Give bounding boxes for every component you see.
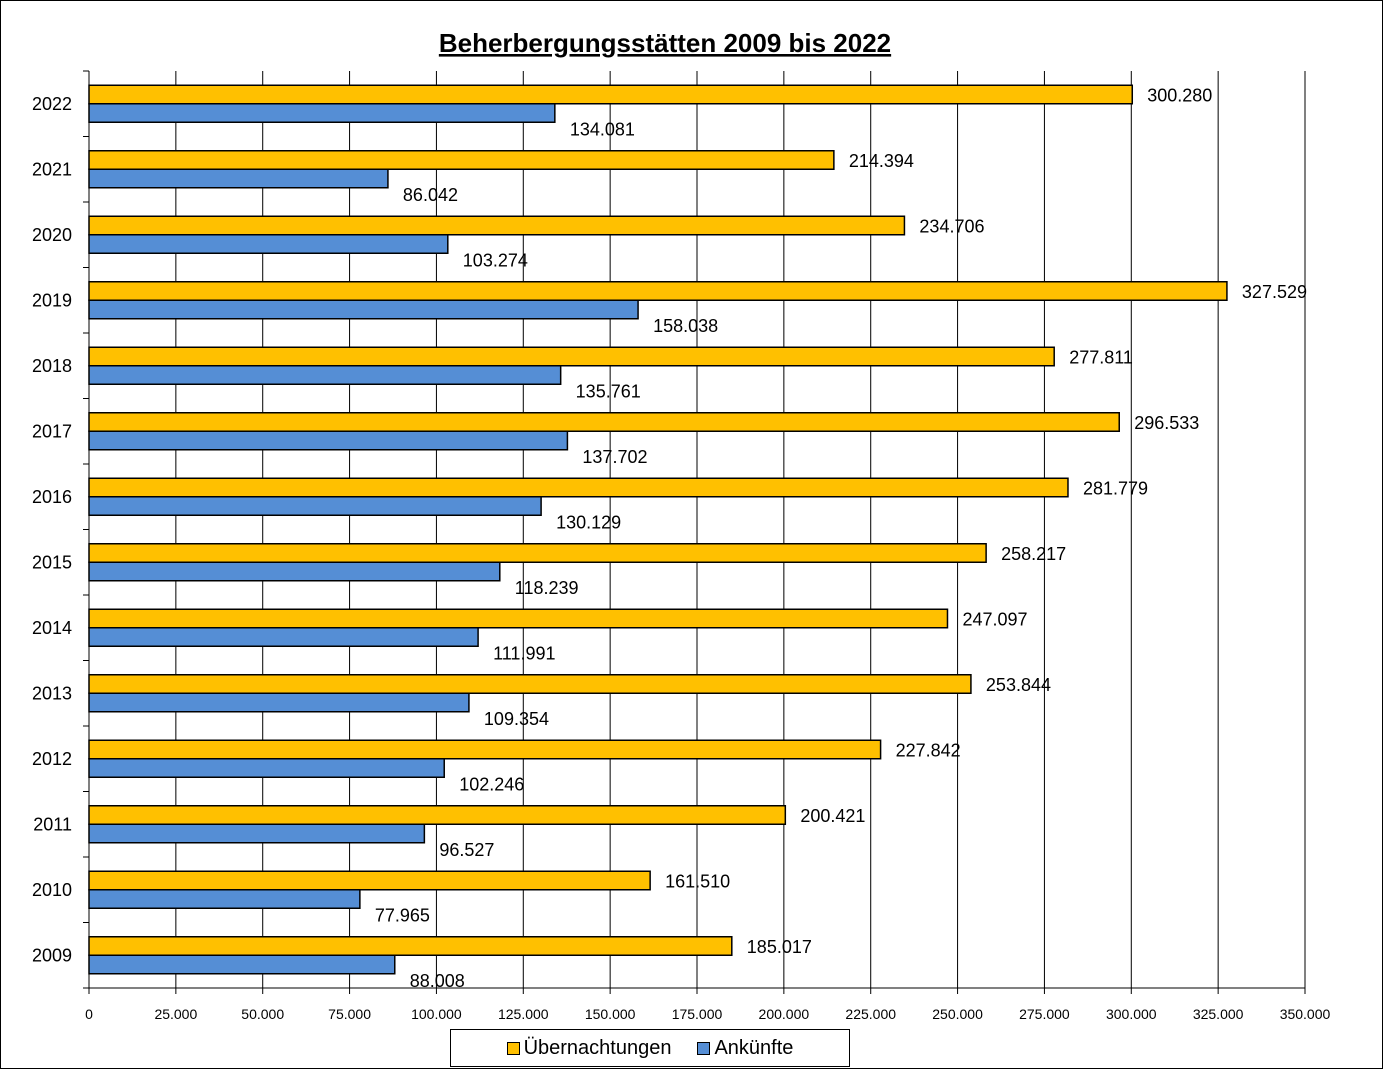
x-tick-label: 200.000 bbox=[759, 1006, 810, 1022]
y-category-label: 2012 bbox=[32, 749, 72, 769]
data-label-uebernachtungen: 277.811 bbox=[1069, 348, 1133, 368]
x-tick-label: 125.000 bbox=[498, 1006, 549, 1022]
bar-ankuenfte bbox=[88, 365, 562, 385]
data-label-ankuenfte: 158.038 bbox=[653, 316, 718, 336]
data-label-ankuenfte: 134.081 bbox=[570, 119, 635, 139]
data-label-ankuenfte: 86.042 bbox=[403, 185, 458, 205]
x-tick-label: 225.000 bbox=[845, 1006, 896, 1022]
bar-uebernachtungen bbox=[88, 870, 651, 891]
data-label-uebernachtungen: 296.533 bbox=[1134, 413, 1199, 433]
x-tick-label: 50.000 bbox=[241, 1006, 284, 1022]
data-label-ankuenfte: 109.354 bbox=[484, 709, 549, 729]
bar-uebernachtungen bbox=[88, 150, 835, 170]
bar-uebernachtungen bbox=[88, 412, 1120, 432]
bar-ankuenfte bbox=[88, 103, 556, 123]
data-label-uebernachtungen: 214.394 bbox=[849, 151, 914, 171]
y-category-label: 2018 bbox=[32, 356, 72, 376]
gridlines bbox=[175, 71, 1306, 988]
x-tick-label: 25.000 bbox=[154, 1006, 197, 1022]
data-label-ankuenfte: 103.274 bbox=[463, 250, 528, 270]
legend-item-ankuenfte: Ankünfte bbox=[697, 1037, 793, 1060]
x-tick-label: 300.000 bbox=[1106, 1006, 1157, 1022]
data-label-ankuenfte: 88.008 bbox=[410, 971, 465, 991]
bar-ankuenfte bbox=[88, 430, 569, 451]
y-category-label: 2020 bbox=[32, 225, 72, 245]
bar-ankuenfte bbox=[88, 692, 470, 713]
y-category-label: 2019 bbox=[32, 290, 72, 310]
y-category-label: 2022 bbox=[32, 94, 72, 114]
data-labels: 300.280 134.081 214.394 86.042 234.706 103.27… bbox=[375, 86, 1307, 991]
bar-ankuenfte bbox=[88, 627, 479, 647]
chart-title: Beherbergungsstätten 2009 bis 2022 bbox=[439, 28, 891, 58]
x-tick-label: 150.000 bbox=[585, 1006, 636, 1022]
legend: Übernachtungen Ankünfte bbox=[450, 1029, 850, 1067]
data-label-uebernachtungen: 247.097 bbox=[962, 610, 1027, 630]
data-label-uebernachtungen: 161.510 bbox=[665, 872, 730, 892]
data-label-uebernachtungen: 200.421 bbox=[800, 806, 865, 826]
bar-uebernachtungen bbox=[88, 543, 987, 563]
data-label-uebernachtungen: 281.779 bbox=[1083, 479, 1148, 499]
bar-ankuenfte bbox=[88, 496, 542, 516]
y-category-label: 2013 bbox=[32, 683, 72, 703]
y-category-label: 2021 bbox=[32, 159, 72, 179]
axes: 0 25.000 50.000 75.000 100.000 125.000 150.000… bbox=[32, 70, 1331, 1022]
x-tick-label: 325.000 bbox=[1193, 1006, 1244, 1022]
x-tick-label: 100.000 bbox=[411, 1006, 462, 1022]
data-label-ankuenfte: 135.761 bbox=[576, 381, 641, 401]
x-tick-label: 175.000 bbox=[672, 1006, 723, 1022]
data-label-ankuenfte: 111.991 bbox=[493, 643, 555, 663]
y-category-label: 2016 bbox=[32, 487, 72, 507]
data-label-uebernachtungen: 253.844 bbox=[986, 675, 1051, 695]
bar-uebernachtungen bbox=[88, 215, 906, 236]
bar-uebernachtungen bbox=[88, 739, 882, 760]
bar-ankuenfte bbox=[88, 758, 445, 778]
bar-uebernachtungen bbox=[88, 346, 1055, 367]
bar-ankuenfte bbox=[88, 299, 639, 320]
bar-uebernachtungen bbox=[88, 936, 733, 956]
bar-ankuenfte bbox=[88, 889, 361, 909]
x-tick-label: 0 bbox=[85, 1006, 93, 1022]
data-label-uebernachtungen: 185.017 bbox=[747, 937, 812, 957]
bar-uebernachtungen bbox=[88, 84, 1134, 105]
y-category-label: 2009 bbox=[32, 945, 72, 965]
bar-uebernachtungen bbox=[88, 805, 787, 825]
legend-label-uebernachtungen: Übernachtungen bbox=[523, 1036, 672, 1059]
legend-swatch-ankuenfte bbox=[697, 1041, 711, 1055]
bar-ankuenfte bbox=[88, 561, 501, 582]
bar-uebernachtungen bbox=[88, 674, 972, 694]
y-category-label: 2015 bbox=[32, 552, 72, 572]
data-label-uebernachtungen: 300.280 bbox=[1147, 86, 1212, 106]
x-tick-label: 350.000 bbox=[1280, 1006, 1331, 1022]
data-label-ankuenfte: 130.129 bbox=[556, 512, 621, 532]
bar-ankuenfte bbox=[88, 954, 396, 975]
data-label-uebernachtungen: 258.217 bbox=[1001, 544, 1066, 564]
y-category-label: 2011 bbox=[33, 814, 72, 834]
legend-item-uebernachtungen: Übernachtungen bbox=[506, 1036, 672, 1060]
y-category-label: 2014 bbox=[32, 618, 72, 638]
data-label-uebernachtungen: 234.706 bbox=[919, 217, 984, 237]
data-label-ankuenfte: 96.527 bbox=[439, 840, 494, 860]
data-label-ankuenfte: 77.965 bbox=[375, 905, 430, 925]
legend-swatch-uebernachtungen bbox=[506, 1041, 520, 1055]
data-label-ankuenfte: 102.246 bbox=[459, 774, 524, 794]
x-tick-label: 75.000 bbox=[328, 1006, 371, 1022]
bar-ankuenfte bbox=[88, 823, 426, 844]
data-label-ankuenfte: 118.239 bbox=[515, 578, 579, 598]
y-category-label: 2010 bbox=[32, 880, 72, 900]
x-tick-label: 275.000 bbox=[1019, 1006, 1070, 1022]
data-label-ankuenfte: 137.702 bbox=[582, 447, 647, 467]
bars bbox=[88, 84, 1228, 975]
bar-uebernachtungen bbox=[88, 281, 1228, 301]
y-category-label: 2017 bbox=[32, 421, 72, 441]
bar-ankuenfte bbox=[88, 234, 449, 254]
data-label-uebernachtungen: 327.529 bbox=[1242, 282, 1307, 302]
bar-uebernachtungen bbox=[88, 477, 1069, 498]
bar-ankuenfte bbox=[88, 168, 389, 189]
legend-label-ankuenfte: Ankünfte bbox=[714, 1036, 794, 1059]
x-tick-label: 250.000 bbox=[932, 1006, 983, 1022]
data-label-uebernachtungen: 227.842 bbox=[896, 741, 961, 761]
bar-uebernachtungen bbox=[88, 608, 949, 629]
